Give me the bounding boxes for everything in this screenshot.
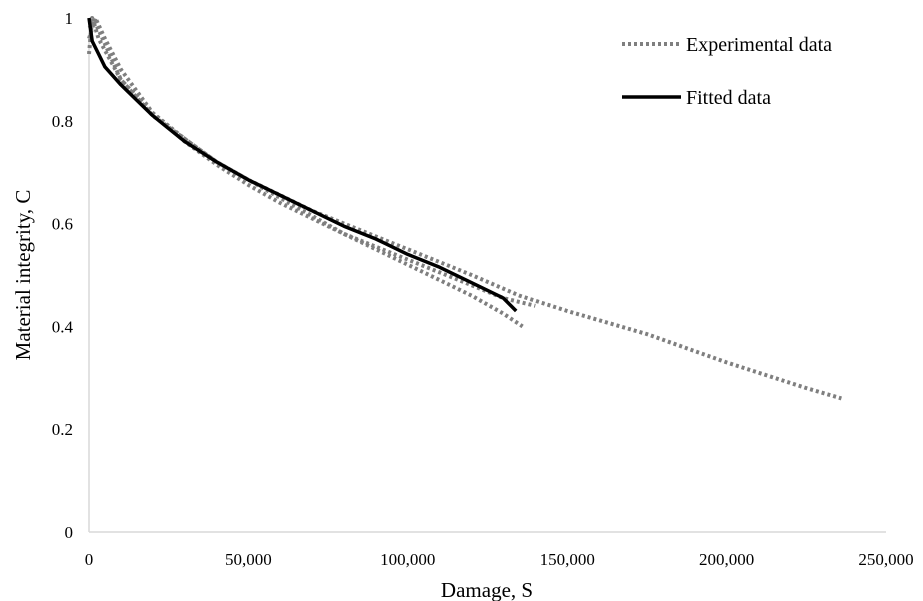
y-tick-label: 0.2: [52, 420, 73, 439]
series-line-experimental-2: [87, 16, 536, 308]
series-line-fitted: [87, 17, 518, 313]
y-tick-label: 0.4: [52, 317, 74, 336]
legend: Experimental data Fitted data: [622, 34, 832, 109]
x-tick-label: 50,000: [225, 550, 272, 569]
axes: [88, 18, 886, 533]
legend-label-fitted: Fitted data: [686, 87, 771, 109]
legend-label-experimental: Experimental data: [686, 34, 832, 56]
y-tick-label: 0.6: [52, 215, 73, 234]
x-tick-label: 0: [85, 550, 94, 569]
plot-area: [87, 16, 842, 401]
y-tick-label: 1: [65, 9, 74, 28]
x-tick-label: 250,000: [858, 550, 913, 569]
y-tick-label: 0.8: [52, 112, 73, 131]
x-axis-title: Damage, S: [441, 578, 533, 601]
x-tick-labels: 0 50,000 100,000 150,000 200,000 250,000: [85, 550, 914, 569]
series-line-experimental-3: [87, 21, 842, 401]
y-axis-title: Material integrity, C: [11, 190, 35, 361]
y-tick-labels: 0 0.2 0.4 0.6 0.8 1: [52, 9, 74, 542]
x-tick-label: 200,000: [699, 550, 754, 569]
x-tick-label: 100,000: [380, 550, 435, 569]
y-tick-label: 0: [65, 523, 74, 542]
x-tick-label: 150,000: [540, 550, 595, 569]
